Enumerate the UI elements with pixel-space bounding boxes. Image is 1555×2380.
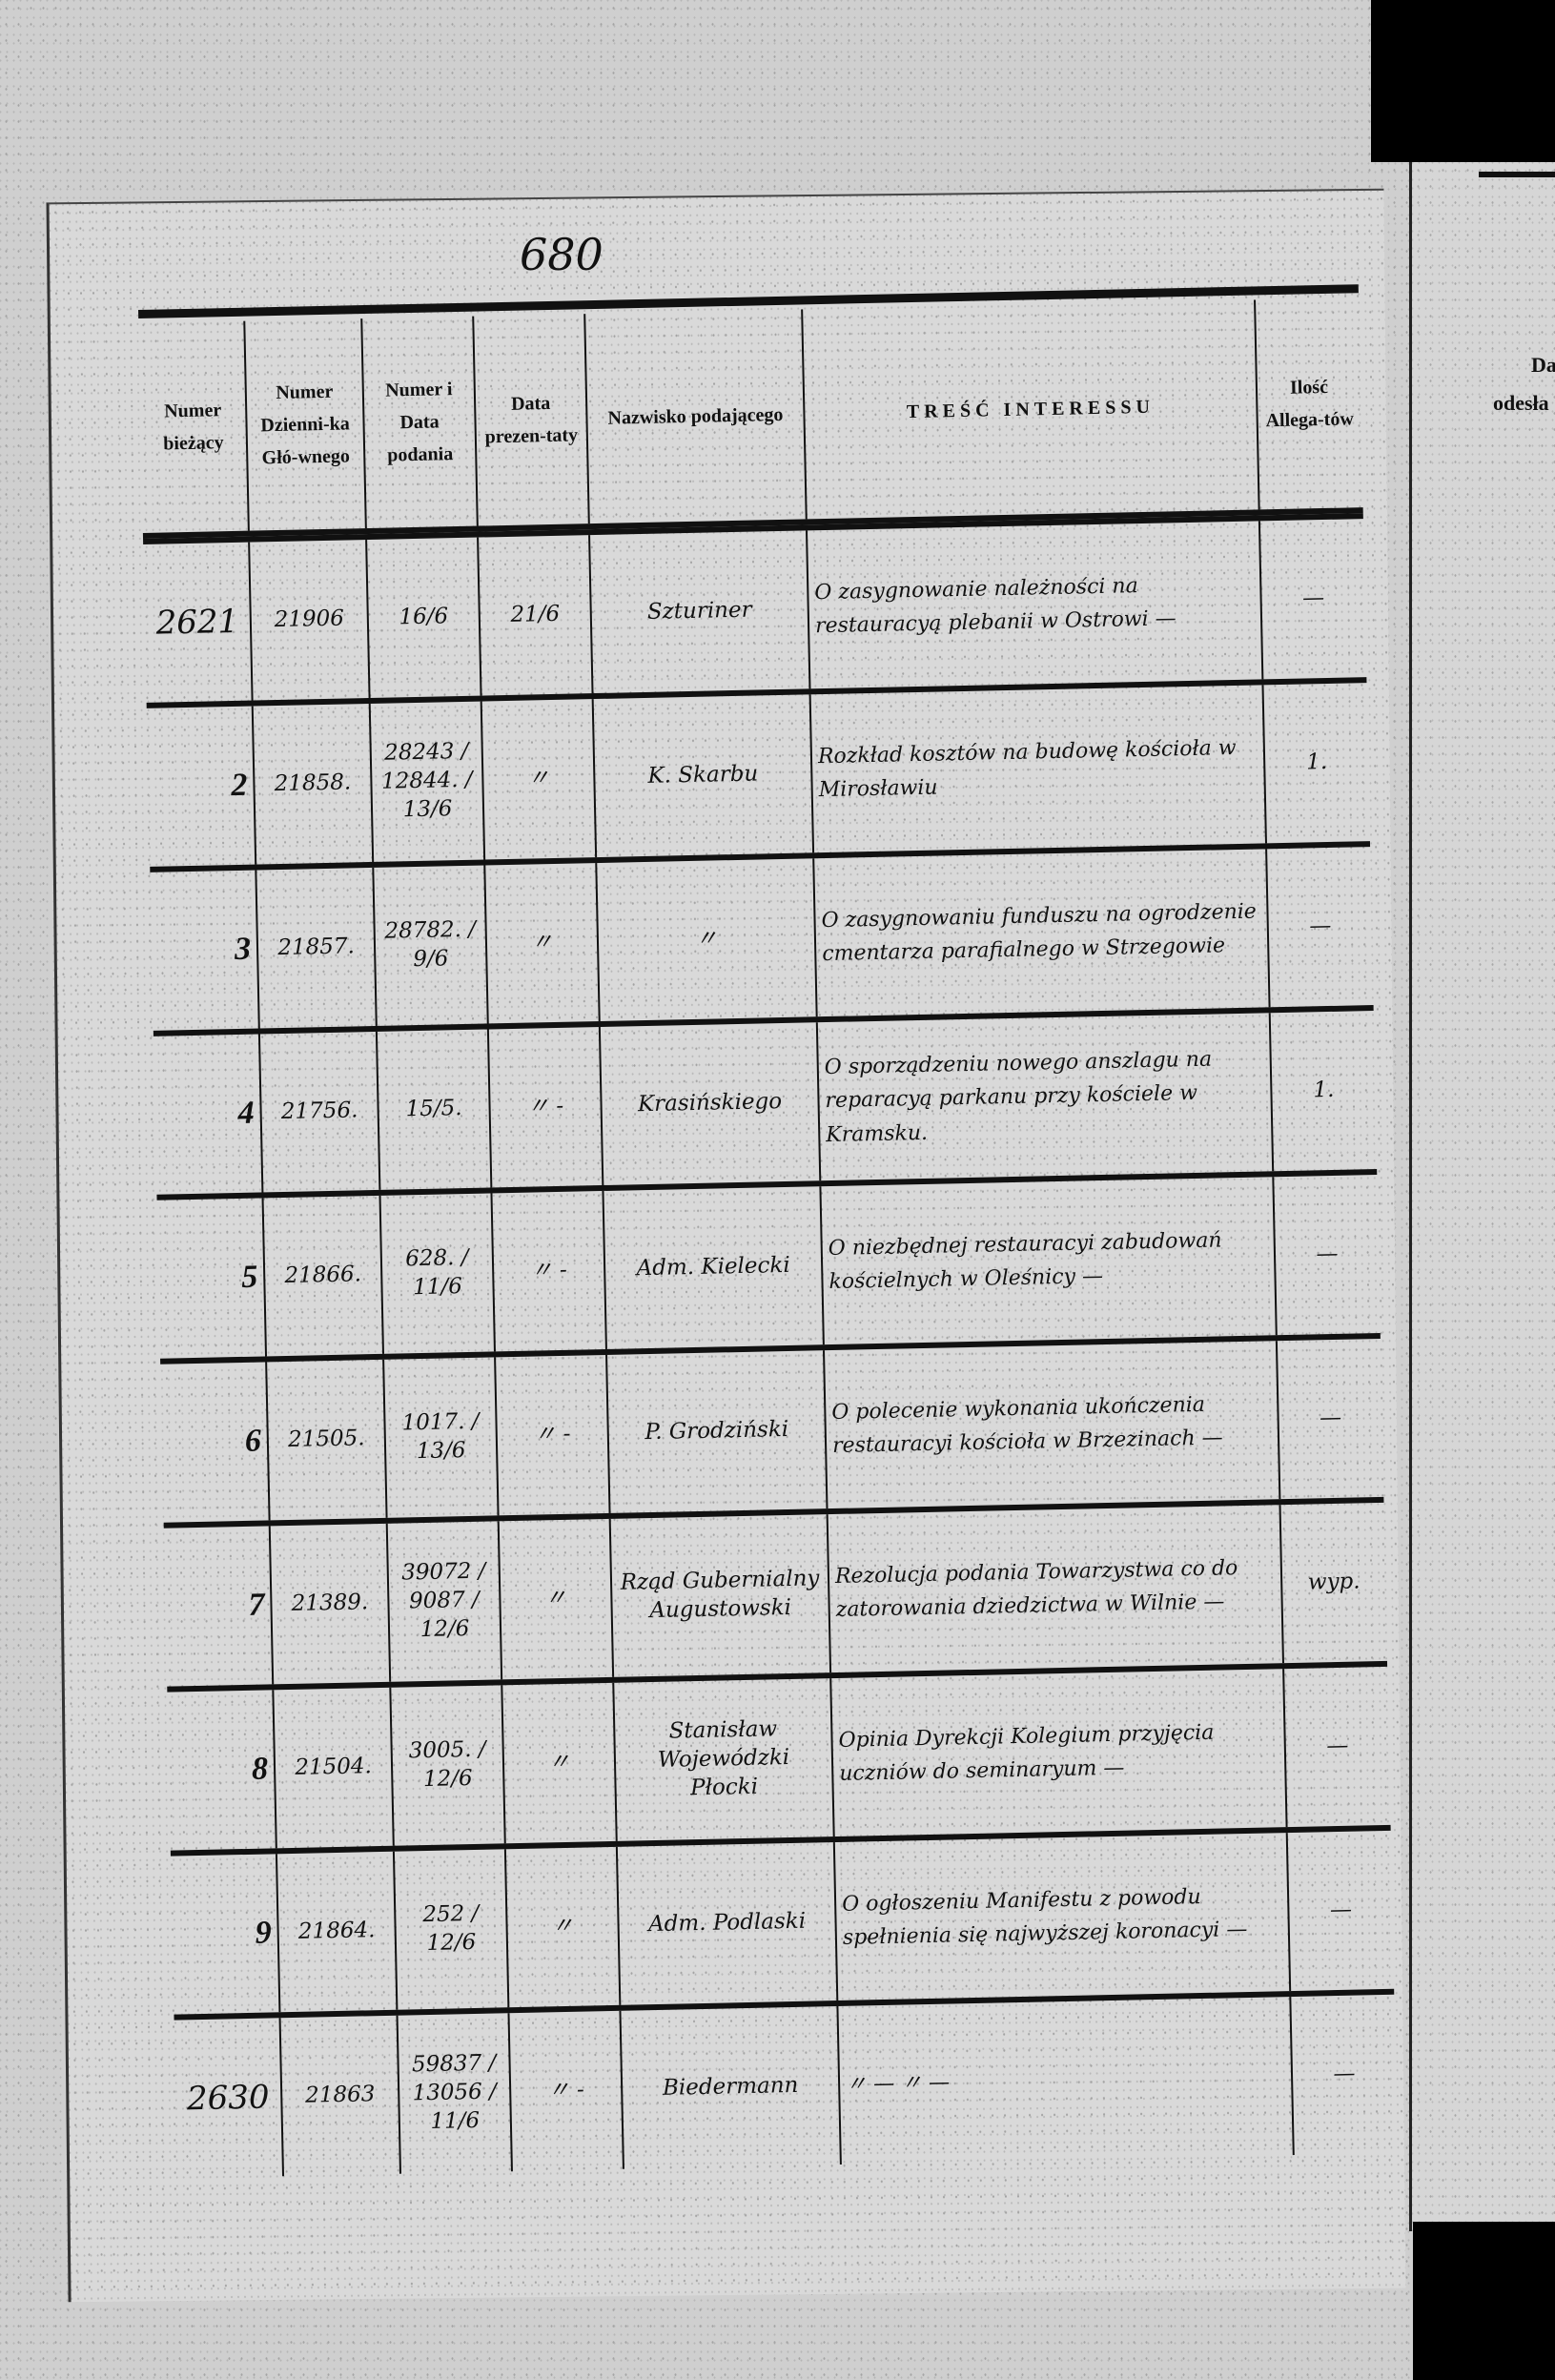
- row-number: 2621: [155, 602, 239, 643]
- adjacent-header-fragment: odesła: [1493, 391, 1549, 415]
- journal-number: 21866.: [261, 1195, 382, 1357]
- table-row: 4 21756. 15/5. 〃 - Krasińskiego O sporządzeni…: [153, 1005, 1378, 1195]
- table-row: 8 21504. 3005. / 12/6 〃 Stanisław Wojewódzki…: [167, 1660, 1391, 1851]
- submitter-name: Adm. Podlaski: [615, 1842, 837, 2005]
- presentation-date: 〃: [480, 699, 596, 860]
- matter-content: O zasygnowaniu funduszu na ogrodzenie cm…: [812, 849, 1269, 1017]
- adjacent-page-texture: [1412, 162, 1555, 2231]
- attachments-count: —: [1285, 1830, 1395, 1992]
- matter-content: 〃 — 〃 —: [836, 1997, 1293, 2165]
- filing-number-date: 1017. / 13/6: [382, 1357, 498, 1518]
- submitter-name: Krasińskiego: [598, 1022, 820, 1186]
- matter-content: O niezbędnej restauracyi zabudowań kości…: [819, 1177, 1276, 1345]
- row-number: 6: [244, 1423, 262, 1459]
- filing-number-date: 3005. / 12/6: [389, 1685, 504, 1846]
- filing-number-date: 252 / 12/6: [392, 1849, 508, 2010]
- journal-number: 21863: [278, 2015, 399, 2177]
- journal-number: 21504.: [272, 1687, 393, 1849]
- row-number: 9: [255, 1915, 273, 1951]
- attachments-count: 1.: [1268, 1011, 1378, 1172]
- attachments-count: 1.: [1261, 683, 1370, 844]
- presentation-date: 〃 -: [486, 1027, 603, 1188]
- presentation-date: 〃 -: [490, 1191, 605, 1352]
- submitter-name: P. Grodziński: [605, 1350, 827, 1513]
- presentation-date: 〃 -: [507, 2010, 623, 2172]
- presentation-date: 〃: [497, 1518, 613, 1680]
- table-row: 2621 21906 16/6 21/6 Szturiner O zasygnowanie…: [143, 513, 1367, 703]
- journal-number: 21864.: [275, 1851, 397, 2013]
- presentation-date: 〃 -: [494, 1354, 609, 1516]
- row-number: 2: [231, 767, 248, 803]
- table-body: 2621 21906 16/6 21/6 Szturiner O zasygnowanie…: [138, 284, 1399, 2216]
- adjacent-header-fragment: Da: [1531, 353, 1555, 377]
- row-number: 8: [251, 1751, 269, 1787]
- filing-number-date: 28782. / 9/6: [372, 865, 487, 1026]
- table-row: 9 21864. 252 / 12/6 〃 Adm. Podlaski O ogłosze…: [170, 1824, 1395, 2015]
- filing-number-date: 28243 / 12844. / 13/6: [368, 701, 484, 862]
- submitter-name: Stanisław Wojewódzki Płocki: [612, 1678, 833, 1841]
- scan-border-top-right: [1371, 0, 1555, 162]
- row-number: 5: [240, 1259, 258, 1295]
- journal-number: 21857.: [255, 867, 376, 1029]
- filing-number-date: 628. / 11/6: [379, 1193, 494, 1354]
- row-number: 2630: [186, 2078, 270, 2119]
- presentation-date: 〃: [483, 863, 599, 1024]
- matter-content: O sporządzeniu nowego anszlagu na repara…: [815, 1013, 1273, 1181]
- matter-content: Rezolucja podania Towarzystwa co do zato…: [826, 1505, 1282, 1673]
- attachments-count: —: [1265, 847, 1374, 1008]
- row-number: 4: [237, 1095, 256, 1131]
- page-number: 680: [520, 229, 604, 280]
- filing-number-date: 16/6: [365, 537, 481, 699]
- journal-number: 21756.: [257, 1031, 379, 1193]
- table-row: 5 21866. 628. / 11/6 〃 - Adm. Kielecki O niez…: [156, 1168, 1381, 1359]
- submitter-name: K. Skarbu: [591, 694, 813, 858]
- submitter-name: Adm. Kielecki: [602, 1186, 823, 1349]
- journal-number: 21858.: [251, 704, 373, 865]
- table-row: 7 21389. 39072 / 9087 / 12/6 〃 Rząd Gubernia…: [163, 1496, 1387, 1687]
- row-number: 7: [248, 1587, 265, 1623]
- submitter-name: Szturiner: [588, 530, 809, 694]
- matter-content: O zasygnowanie należności na restauracyą…: [805, 521, 1262, 689]
- table-row: 2630 21863 59837 / 13056 / 11/6 〃 - Biederma…: [174, 1988, 1398, 2179]
- filing-number-date: 39072 / 9087 / 12/6: [385, 1521, 501, 1682]
- attachments-count: —: [1275, 1338, 1384, 1500]
- table-row: 2 21858. 28243 / 12844. / 13/6 〃 K. Skarbu Ro…: [146, 677, 1370, 867]
- matter-content: Rozkład kosztów na budowę kościoła w Mir…: [808, 685, 1265, 853]
- filing-number-date: 59837 / 13056 / 11/6: [396, 2013, 511, 2174]
- row-number: 3: [234, 931, 252, 967]
- matter-content: O polecenie wykonania ukończenia restaur…: [823, 1341, 1279, 1509]
- table-row: 3 21857. 28782. / 9/6 〃〃 O zasygnowaniu fund…: [150, 841, 1374, 1031]
- journal-number: 21389.: [268, 1523, 390, 1685]
- submitter-name: Biedermann: [619, 2006, 840, 2169]
- filing-number-date: 15/5.: [375, 1029, 491, 1190]
- presentation-date: 〃: [501, 1682, 616, 1844]
- matter-content: Opinia Dyrekcji Kolegium przyjęcia uczni…: [829, 1669, 1286, 1837]
- attachments-count: —: [1258, 519, 1367, 680]
- submitter-name: 〃: [595, 858, 816, 1022]
- table-row: 6 21505. 1017. / 13/6 〃 - P. Grodziński O pol…: [160, 1332, 1384, 1523]
- journal-number: 21505.: [265, 1359, 386, 1521]
- adjacent-page-rule: [1479, 172, 1555, 177]
- attachments-count: wyp.: [1279, 1502, 1387, 1664]
- submitter-name: Rząd Gubernialny Augustowski: [608, 1514, 830, 1677]
- register-table: Numer bieżący Numer Dzienni-ka Głó-wnego…: [138, 284, 1399, 2216]
- scan-border-bottom-right: [1413, 2222, 1555, 2380]
- attachments-count: —: [1289, 1994, 1398, 2156]
- presentation-date: 〃: [503, 1846, 620, 2008]
- matter-content: O ogłoszeniu Manifestu z powodu spełnien…: [832, 1833, 1290, 2001]
- presentation-date: 21/6: [477, 535, 592, 696]
- attachments-count: —: [1272, 1174, 1381, 1336]
- adjacent-page: Da odesła: [1409, 162, 1555, 2231]
- attachments-count: —: [1282, 1666, 1391, 1828]
- journal-number: 21906: [248, 540, 369, 701]
